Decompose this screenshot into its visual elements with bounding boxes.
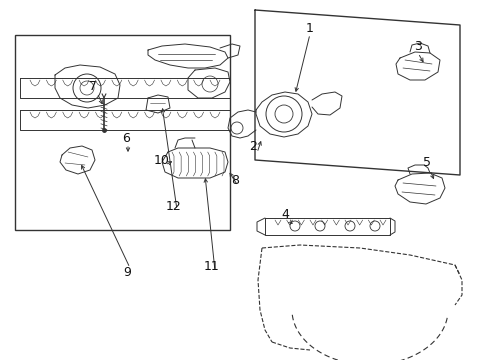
Bar	[15, 35, 229, 230]
Text: 9: 9	[123, 266, 131, 279]
Text: 11: 11	[203, 260, 220, 273]
Text: 7: 7	[89, 80, 97, 93]
Text: 2: 2	[248, 140, 256, 153]
Text: 5: 5	[422, 157, 430, 170]
Text: 3: 3	[413, 40, 421, 53]
Text: 10: 10	[154, 153, 170, 166]
Text: 8: 8	[230, 175, 239, 188]
Text: 1: 1	[305, 22, 313, 35]
Text: 6: 6	[122, 131, 130, 144]
Text: 4: 4	[281, 208, 288, 221]
Text: 12: 12	[166, 199, 182, 212]
